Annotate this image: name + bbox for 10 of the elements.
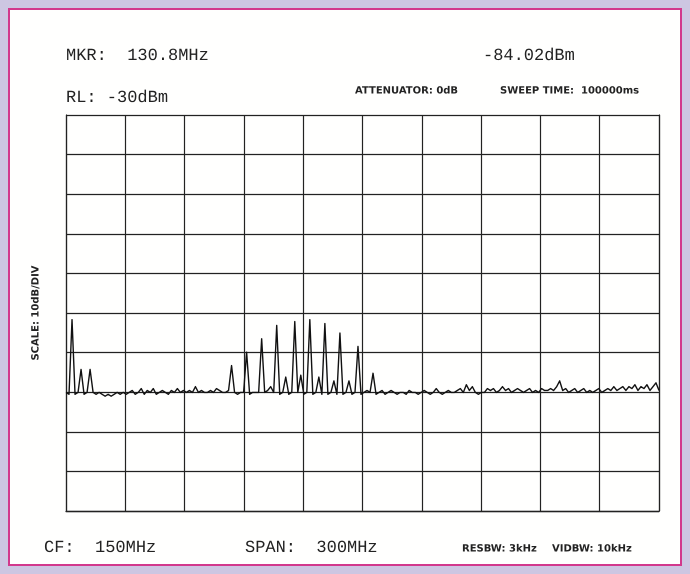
text: MKR: 130.8MHz — [66, 47, 209, 66]
text: -84.02dBm — [483, 47, 575, 66]
text: ATTENUATOR: 0dB — [355, 86, 458, 96]
text: RESBW: 3kHz — [462, 544, 537, 554]
text: SWEEP TIME: 100000ms — [500, 86, 640, 96]
y-axis-title: SCALE: 10dB/DIV — [30, 265, 42, 361]
text: CF: 150MHz — [44, 539, 156, 558]
text: RL: -30dBm — [66, 89, 168, 108]
text: VIDBW: 10kHz — [552, 544, 632, 554]
text: SPAN: 300MHz — [245, 539, 378, 558]
